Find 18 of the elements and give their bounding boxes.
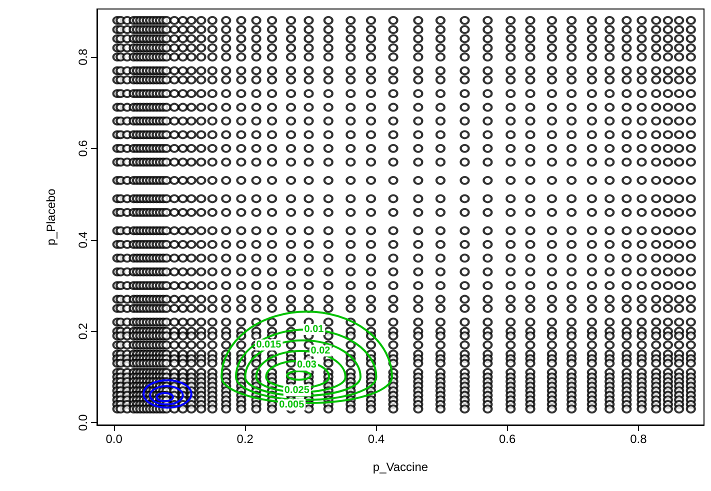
y-tick-label: 0.6 [76, 140, 90, 157]
y-tick-label: 0.4 [76, 231, 90, 248]
y-tick-label: 0.8 [76, 48, 90, 66]
annotation: 0.015 [256, 340, 282, 350]
annotation: 0.03 [297, 360, 317, 371]
annotation: 0.025 [284, 385, 310, 396]
x-tick-label: 0.2 [236, 432, 254, 446]
x-tick-label: 0.8 [630, 432, 648, 446]
x-tick-label: 0.6 [499, 432, 516, 446]
x-axis-title: p_Vaccine [372, 460, 428, 474]
annotation: 0.005 [279, 399, 305, 410]
annotation: 0.01 [304, 324, 324, 335]
annotation: 0.02 [310, 345, 331, 356]
y-tick-label: 0.0 [76, 414, 90, 432]
x-tick-label: 0.0 [106, 432, 123, 446]
y-axis-title: p_Placebo [44, 188, 58, 246]
y-tick-label: 0.2 [76, 322, 90, 340]
x-tick-label: 0.4 [368, 432, 385, 446]
